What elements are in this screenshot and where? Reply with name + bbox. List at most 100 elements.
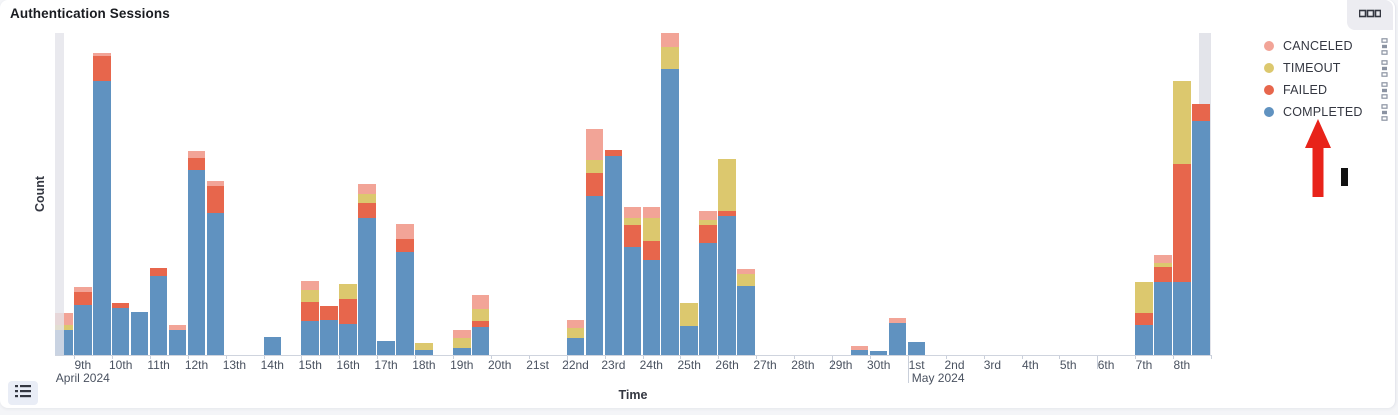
bar-segment-canceled[interactable] <box>93 53 111 56</box>
bar-segment-timeout[interactable] <box>415 343 433 350</box>
bar-segment-timeout[interactable] <box>642 218 661 241</box>
legend-item-timeout[interactable]: TIMEOUT <box>1264 57 1394 79</box>
bar-segment-canceled[interactable] <box>642 207 661 218</box>
bar-segment-canceled[interactable] <box>168 325 187 330</box>
bar-segment-canceled[interactable] <box>566 320 585 328</box>
bar-segment-failed[interactable] <box>149 268 168 276</box>
bar-segment-canceled[interactable] <box>206 181 225 186</box>
bar-segment-timeout[interactable] <box>737 274 755 286</box>
bar-segment-canceled[interactable] <box>737 269 755 274</box>
bar-segment-canceled[interactable] <box>471 295 490 309</box>
bar-segment-canceled[interactable] <box>301 281 319 290</box>
bar-segment-failed[interactable] <box>1173 164 1191 282</box>
bar-segment-canceled[interactable] <box>396 224 414 239</box>
bar-segment-failed[interactable] <box>74 292 92 305</box>
bar-segment-failed[interactable] <box>301 302 319 321</box>
bar-segment-failed[interactable] <box>642 241 661 260</box>
bar-segment-canceled[interactable] <box>1154 255 1172 263</box>
bar-segment-failed[interactable] <box>358 203 376 218</box>
bar-segment-completed[interactable] <box>642 260 661 355</box>
bar-segment-timeout[interactable] <box>301 290 319 302</box>
bar-segment-failed[interactable] <box>1192 104 1210 121</box>
bar-segment-completed[interactable] <box>566 338 585 355</box>
bar-segment-completed[interactable] <box>453 348 471 355</box>
bar-segment-completed[interactable] <box>1135 325 1153 355</box>
legend-item-failed[interactable]: FAILED <box>1264 79 1394 101</box>
bar-segment-canceled[interactable] <box>850 346 869 350</box>
bar-segment-completed[interactable] <box>320 320 338 355</box>
bar-segment-completed[interactable] <box>1192 121 1210 355</box>
bar-segment-timeout[interactable] <box>339 284 357 299</box>
bar-segment-canceled[interactable] <box>358 184 376 194</box>
bar-segment-failed[interactable] <box>111 303 130 308</box>
bar-segment-timeout[interactable] <box>566 328 585 338</box>
bar-segment-failed[interactable] <box>320 306 338 320</box>
bar-segment-completed[interactable] <box>74 305 92 355</box>
bar-segment-timeout[interactable] <box>718 159 736 211</box>
bar-segment-completed[interactable] <box>907 342 926 355</box>
bar-segment-canceled[interactable] <box>187 151 206 158</box>
bar-segment-completed[interactable] <box>718 216 736 355</box>
bar-segment-completed[interactable] <box>680 326 698 355</box>
bar-segment-failed[interactable] <box>1154 267 1172 282</box>
legend-item-completed[interactable]: COMPLETED <box>1264 101 1394 123</box>
bar-segment-canceled[interactable] <box>623 207 642 218</box>
bar-segment-completed[interactable] <box>888 323 907 355</box>
boxes-vertical-icon[interactable] <box>1381 82 1388 104</box>
bar-segment-failed[interactable] <box>93 56 111 81</box>
bar-segment-completed[interactable] <box>471 327 490 355</box>
bar-segment-timeout[interactable] <box>358 194 376 203</box>
bar-segment-completed[interactable] <box>301 321 319 355</box>
bar-segment-timeout[interactable] <box>471 309 490 321</box>
bar-segment-completed[interactable] <box>869 351 888 355</box>
bar-segment-completed[interactable] <box>149 276 168 355</box>
bar-segment-completed[interactable] <box>339 324 357 355</box>
bar-segment-completed[interactable] <box>111 308 130 355</box>
bar-segment-completed[interactable] <box>623 247 642 355</box>
bar-segment-failed[interactable] <box>396 239 414 252</box>
bar-segment-timeout[interactable] <box>585 160 604 173</box>
bar-segment-failed[interactable] <box>339 299 357 324</box>
boxes-vertical-icon[interactable] <box>1381 104 1388 126</box>
bar-segment-failed[interactable] <box>1135 313 1153 325</box>
bar-segment-completed[interactable] <box>168 330 187 355</box>
bar-segment-completed[interactable] <box>1154 282 1172 355</box>
bar-segment-completed[interactable] <box>585 196 604 355</box>
bar-segment-failed[interactable] <box>206 186 225 213</box>
bar-segment-timeout[interactable] <box>661 47 679 69</box>
boxes-vertical-icon[interactable] <box>1381 38 1388 60</box>
bar-segment-failed[interactable] <box>604 150 623 156</box>
bar-segment-timeout[interactable] <box>1154 263 1172 267</box>
bar-segment-canceled[interactable] <box>585 129 604 160</box>
bar-segment-failed[interactable] <box>585 173 604 196</box>
bar-segment-completed[interactable] <box>850 350 869 355</box>
bar-segment-canceled[interactable] <box>453 330 471 338</box>
bar-segment-canceled[interactable] <box>888 318 907 323</box>
bar-segment-completed[interactable] <box>187 170 206 355</box>
bar-segment-completed[interactable] <box>263 337 282 355</box>
bar-segment-timeout[interactable] <box>680 303 698 326</box>
bar-segment-completed[interactable] <box>377 341 395 355</box>
bar-segment-failed[interactable] <box>187 158 206 170</box>
bar-segment-completed[interactable] <box>358 218 376 355</box>
legend-item-canceled[interactable]: CANCELED <box>1264 35 1394 57</box>
bar-segment-canceled[interactable] <box>699 211 717 220</box>
bar-segment-timeout[interactable] <box>623 218 642 225</box>
bar-segment-completed[interactable] <box>737 286 755 355</box>
bar-segment-completed[interactable] <box>604 156 623 355</box>
bar-segment-failed[interactable] <box>718 211 736 216</box>
bar-segment-completed[interactable] <box>699 243 717 355</box>
bar-segment-completed[interactable] <box>661 69 679 355</box>
boxes-vertical-icon[interactable] <box>1381 60 1388 82</box>
legend-toggle-button[interactable] <box>8 381 38 405</box>
bar-segment-completed[interactable] <box>415 350 433 355</box>
panel-options-button[interactable] <box>1347 0 1393 30</box>
bar-segment-timeout[interactable] <box>699 220 717 225</box>
bar-segment-canceled[interactable] <box>74 287 92 292</box>
bar-segment-completed[interactable] <box>93 81 111 355</box>
bar-segment-completed[interactable] <box>396 252 414 355</box>
bar-segment-completed[interactable] <box>206 213 225 355</box>
bar-segment-timeout[interactable] <box>1135 282 1153 313</box>
bar-segment-completed[interactable] <box>1173 282 1191 355</box>
bar-segment-canceled[interactable] <box>661 33 679 47</box>
